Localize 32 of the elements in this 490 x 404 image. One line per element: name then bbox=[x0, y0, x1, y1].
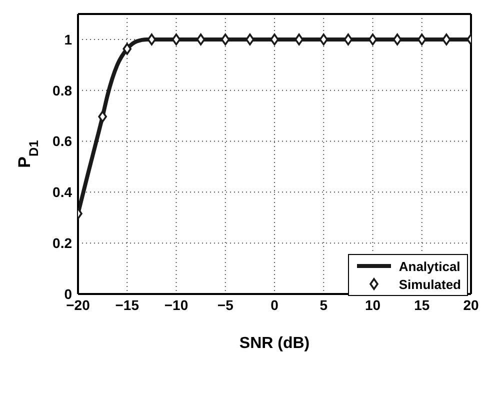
x-tick-label: 0 bbox=[270, 296, 279, 313]
point bbox=[98, 110, 107, 122]
y-tick-label: 0.6 bbox=[52, 133, 72, 150]
x-tick-label: −10 bbox=[164, 296, 188, 313]
point bbox=[319, 34, 328, 46]
point bbox=[417, 34, 426, 46]
y-tick-label: 0.8 bbox=[52, 82, 72, 98]
point bbox=[196, 34, 206, 46]
x-tick-label: −5 bbox=[217, 296, 234, 313]
point bbox=[442, 34, 451, 46]
y-tick-label: 1 bbox=[64, 31, 72, 48]
point bbox=[392, 34, 402, 46]
point bbox=[172, 34, 181, 46]
point bbox=[344, 34, 353, 46]
x-tick-label: 15 bbox=[414, 296, 430, 313]
point bbox=[220, 34, 230, 46]
point bbox=[147, 34, 156, 46]
legend-label: Analytical bbox=[398, 258, 460, 274]
legend-label: Simulated bbox=[398, 276, 461, 292]
y-tick-label: 0.4 bbox=[52, 184, 72, 200]
x-tick-label: 20 bbox=[463, 296, 479, 313]
x-tick-label: 5 bbox=[320, 296, 328, 313]
point bbox=[246, 34, 254, 46]
y-tick-label: 0 bbox=[64, 286, 72, 302]
point bbox=[122, 42, 132, 55]
point bbox=[294, 34, 304, 46]
point bbox=[368, 34, 378, 46]
x-axis-title: SNR (dB) bbox=[239, 335, 310, 352]
point bbox=[270, 34, 279, 46]
x-tick-label: −15 bbox=[115, 296, 140, 313]
x-tick-label: 10 bbox=[364, 296, 381, 313]
y-tick-label: 0.2 bbox=[52, 235, 72, 252]
